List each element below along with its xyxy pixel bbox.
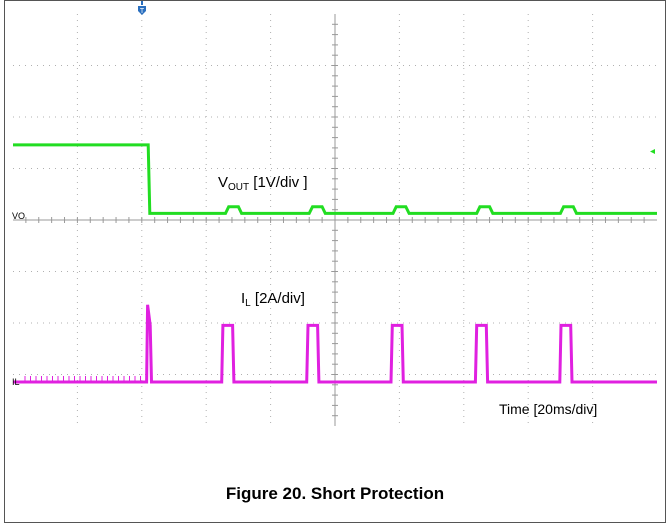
scope-grid: [13, 14, 657, 426]
il-label-sub: L: [245, 298, 251, 309]
vout-label-base: V: [218, 174, 228, 191]
vout-channel-marker: VO: [12, 211, 25, 221]
figure-frame: T VO IL VOUT [1V/div ] IL [2A/div] Time …: [4, 0, 666, 523]
trigger-arrow-icon: [138, 6, 146, 15]
il-series-label: IL [2A/div]: [241, 290, 305, 309]
figure-caption: Figure 20. Short Protection: [225, 484, 445, 503]
trigger-letter: T: [140, 8, 145, 15]
trigger-dot-icon: [141, 1, 143, 5]
il-label-suffix: [2A/div]: [251, 290, 305, 307]
il-channel-marker: IL: [12, 377, 20, 387]
channel-markers: VO IL: [12, 149, 655, 387]
right-edge-marker-icon: [650, 149, 655, 154]
il-trace: [13, 304, 657, 384]
x-axis-label: Time [20ms/div]: [499, 401, 597, 417]
trigger-marker: T: [138, 1, 146, 15]
vout-trace: [13, 143, 657, 215]
vout-series-label: VOUT [1V/div ]: [218, 174, 307, 193]
vout-label-suffix: [1V/div ]: [249, 174, 307, 191]
il-label-base: I: [241, 290, 245, 307]
vout-label-sub: OUT: [228, 182, 249, 193]
oscilloscope-plot: T VO IL VOUT [1V/div ] IL [2A/div] Time …: [12, 1, 657, 426]
